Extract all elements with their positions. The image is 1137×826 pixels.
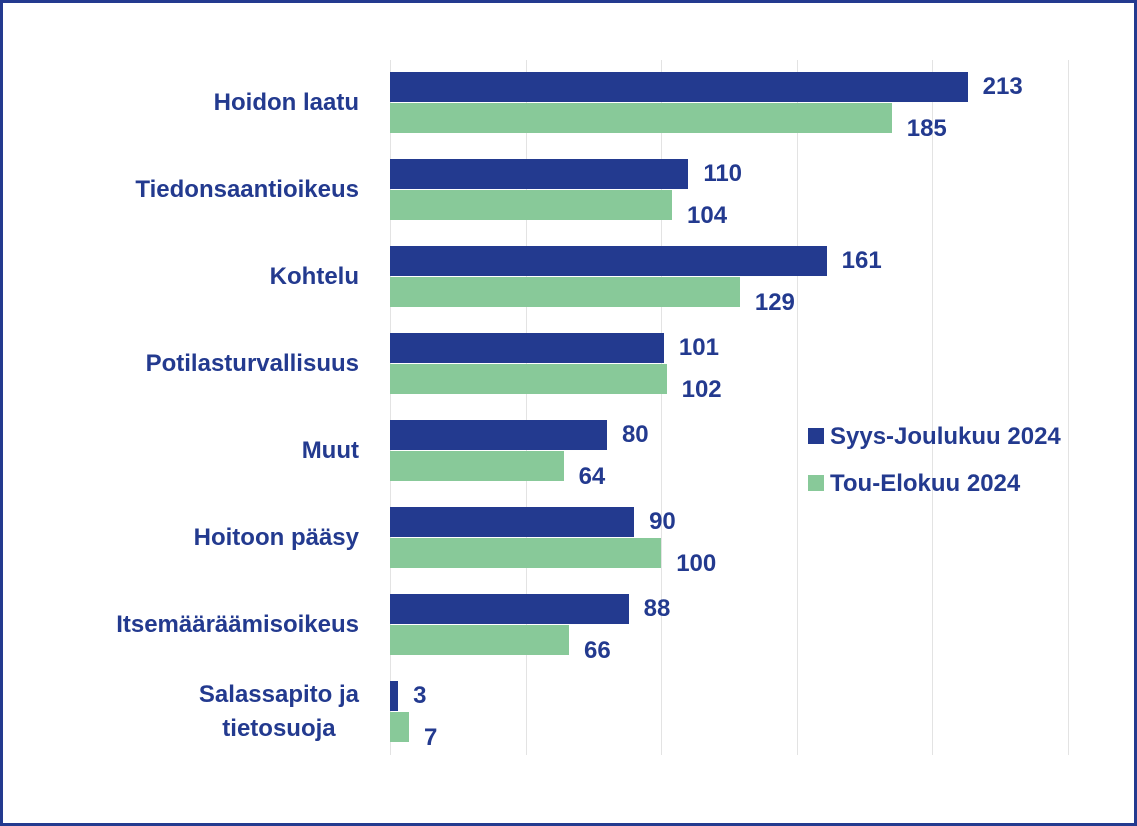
bar <box>390 680 399 711</box>
grid-line <box>390 60 391 755</box>
bar <box>390 364 667 395</box>
value-label: 64 <box>578 462 606 490</box>
legend-text: Tou-Elokuu 2024 <box>830 470 1021 497</box>
value-label: 101 <box>678 334 719 362</box>
category-label: Hoidon laatu <box>213 89 359 117</box>
bar <box>390 277 740 308</box>
bar <box>390 72 968 103</box>
bar <box>390 419 607 450</box>
category-label: Tiedonsaantioikeus <box>135 176 359 204</box>
legend-swatch <box>808 475 824 491</box>
category-label: Potilasturvallisuus <box>145 350 359 378</box>
bar <box>390 190 673 221</box>
grid-line <box>525 60 527 755</box>
bar <box>390 537 662 568</box>
bar <box>390 103 892 134</box>
category-label: Itsemääräämisoikeus <box>116 610 359 638</box>
grid-line <box>1068 60 1069 755</box>
bar <box>390 246 827 277</box>
value-label: 102 <box>681 376 722 404</box>
value-label: 129 <box>754 289 795 317</box>
value-label: 66 <box>583 636 611 664</box>
legend-item: Syys-Joulukuu 2024 <box>808 423 1061 451</box>
grid-line <box>796 60 798 755</box>
bar <box>390 711 409 742</box>
value-label: 88 <box>643 594 671 622</box>
value-label: 110 <box>703 160 743 188</box>
bar <box>390 159 689 190</box>
bar <box>390 593 629 624</box>
value-label: 7 <box>423 723 438 751</box>
grid-line <box>661 60 663 755</box>
value-label: 185 <box>906 115 947 143</box>
category-label: Hoitoon pääsy <box>193 523 359 551</box>
category-label: Kohtelu <box>269 263 359 291</box>
value-label: 100 <box>676 549 717 577</box>
grid-line <box>932 60 934 755</box>
value-label: 104 <box>687 202 728 230</box>
legend-text: Syys-Joulukuu 2024 <box>830 423 1061 450</box>
value-label: 161 <box>841 247 882 275</box>
value-label: 90 <box>649 507 676 535</box>
bar <box>390 450 564 481</box>
bar <box>390 624 569 655</box>
category-label: Muut <box>301 436 359 464</box>
legend-item: Tou-Elokuu 2024 <box>808 470 1020 498</box>
bar <box>390 333 664 364</box>
category-label: Salassapito ja tietosuoja <box>198 680 359 742</box>
value-label: 3 <box>413 681 427 709</box>
bar <box>390 506 635 537</box>
legend-swatch <box>808 428 824 444</box>
value-label: 213 <box>982 73 1023 101</box>
value-label: 80 <box>621 420 649 448</box>
